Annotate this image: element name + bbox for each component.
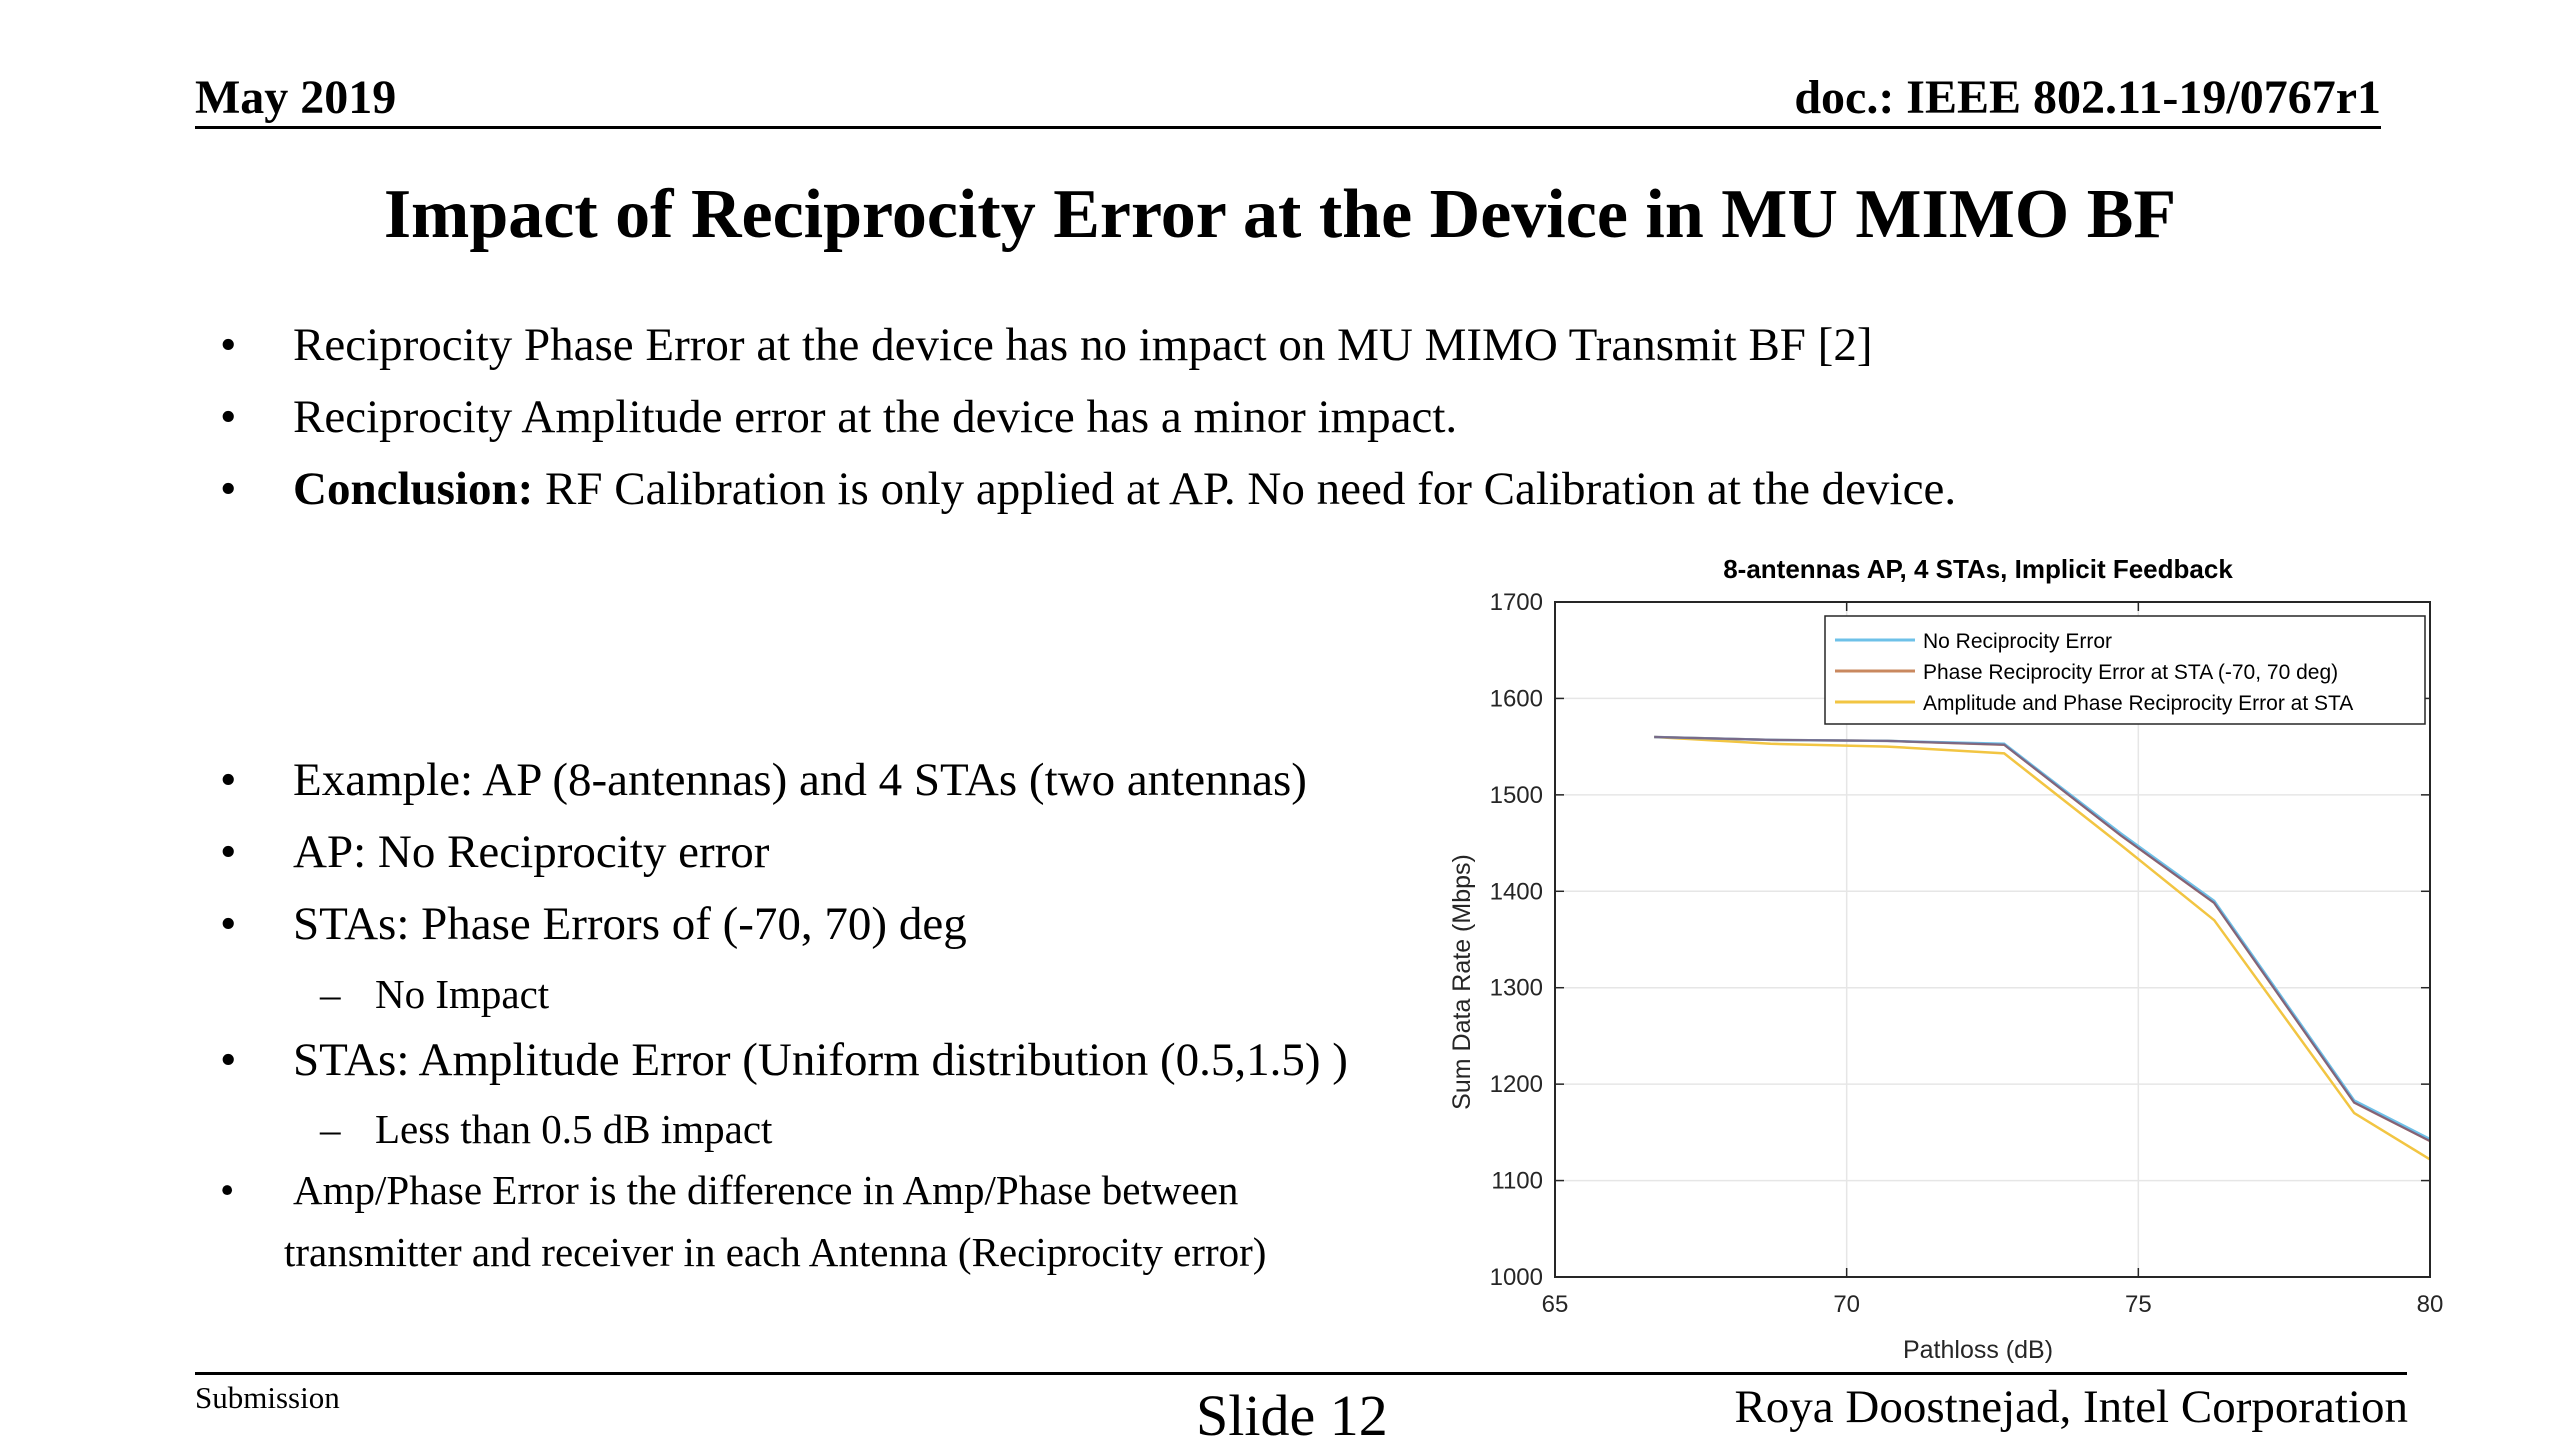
dash-mark: –: [320, 971, 341, 1017]
bullet-continuation: transmitter and receiver in each Antenna…: [284, 1229, 1267, 1275]
x-tick-label: 70: [1833, 1291, 1860, 1318]
bullet-mark: •: [220, 319, 237, 371]
y-tick-label: 1500: [1490, 782, 1543, 809]
y-tick-label: 1100: [1491, 1168, 1543, 1195]
chart-legend: No Reciprocity Error Phase Reciprocity Er…: [1824, 615, 2426, 725]
bullet-text: Reciprocity Amplitude error at the devic…: [293, 391, 1458, 443]
header-doc-id: doc.: IEEE 802.11-19/0767r1: [1794, 71, 2381, 124]
x-tick-label: 80: [2417, 1291, 2444, 1318]
sub-bullet-text: No Impact: [375, 971, 550, 1017]
legend-box: [1824, 615, 2426, 725]
bullet-mark: •: [220, 463, 237, 515]
bullet-mark: •: [220, 898, 237, 950]
header-date: May 2019: [195, 71, 397, 124]
dash-mark: –: [320, 1106, 341, 1152]
bullet-text: STAs: Amplitude Error (Uniform distribut…: [293, 1034, 1348, 1086]
y-tick-label: 1000: [1490, 1264, 1543, 1291]
bullet-text: Example: AP (8-antennas) and 4 STAs (two…: [293, 754, 1307, 806]
y-axis-label: Sum Data Rate (Mbps): [1448, 854, 1476, 1110]
bullet-mark: •: [220, 391, 237, 443]
y-tick-label: 1700: [1490, 589, 1543, 616]
bullet-text: AP: No Reciprocity error: [293, 826, 770, 878]
x-axis-label: Pathloss (dB): [1903, 1336, 2053, 1364]
chart-series-group: [1654, 735, 2431, 1161]
legend-label: No Reciprocity Error: [1923, 630, 2112, 653]
bullet-text: Conclusion: RF Calibration is only appli…: [293, 462, 1956, 516]
bullet-mark: •: [220, 1167, 235, 1213]
plot-frame: [1554, 601, 2431, 1278]
series-line: [1654, 735, 2431, 1161]
footer-divider: [195, 1372, 2407, 1375]
header-divider: [195, 126, 2381, 129]
footer-submission: Submission: [195, 1380, 340, 1415]
y-tick-label: 1600: [1490, 685, 1543, 712]
conclusion-text: RF Calibration is only applied at AP. No…: [533, 463, 1957, 515]
slide-title: Impact of Reciprocity Error at the Devic…: [383, 176, 2177, 253]
conclusion-label: Conclusion:: [293, 463, 534, 515]
legend-label: Amplitude and Phase Reciprocity Error at…: [1923, 692, 2353, 715]
bullet-mark: •: [220, 826, 237, 878]
bullet-text: Amp/Phase Error is the difference in Amp…: [293, 1167, 1239, 1213]
y-tick-label: 1200: [1490, 1071, 1543, 1098]
footer-author: Roya Doostnejad, Intel Corporation: [1734, 1381, 2408, 1433]
y-tick-label: 1300: [1490, 975, 1543, 1002]
chart-title: 8-antennas AP, 4 STAs, Implicit Feedback: [1723, 554, 2233, 584]
x-tick-label: 75: [2125, 1291, 2152, 1318]
y-tick-label: 1400: [1490, 878, 1543, 905]
sub-bullet-text: Less than 0.5 dB impact: [375, 1106, 773, 1152]
bullet-text: STAs: Phase Errors of (-70, 70) deg: [293, 898, 967, 950]
legend-label: Phase Reciprocity Error at STA (-70, 70 …: [1923, 661, 2338, 684]
chart-axes: 65 70 75 80 1000 1100 1200 1300 1400 1500 1600 1700: [1490, 589, 2444, 1318]
pathloss-line-chart: 8-antennas AP, 4 STAs, Implicit Feedback…: [1430, 552, 2460, 1372]
bullet-mark: •: [220, 754, 237, 806]
bullet-mark: •: [220, 1034, 237, 1086]
series-overlap-line: [1654, 735, 2431, 1142]
footer-slide-number: Slide 12: [1196, 1383, 1388, 1448]
bullet-text: Reciprocity Phase Error at the device ha…: [293, 319, 1873, 371]
x-tick-label: 65: [1542, 1291, 1569, 1318]
